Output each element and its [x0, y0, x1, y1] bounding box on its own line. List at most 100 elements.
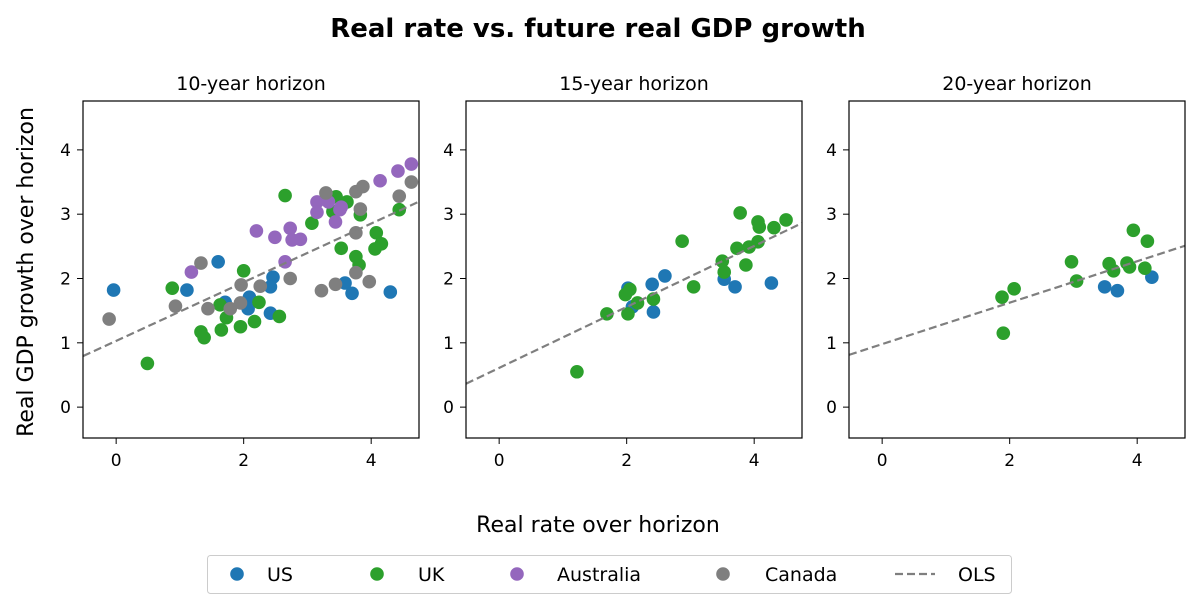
point-canada — [201, 301, 215, 316]
plot-area — [466, 206, 802, 385]
point-canada — [319, 186, 333, 200]
legend-item-us: US — [230, 564, 293, 586]
legend-marker — [230, 567, 244, 581]
point-uk — [996, 326, 1011, 340]
point-canada — [362, 274, 377, 289]
y-tick-label: 0 — [443, 398, 454, 418]
point-uk — [717, 265, 732, 279]
point-australia — [310, 205, 324, 220]
point-canada — [404, 175, 419, 189]
x-tick-label: 4 — [1132, 451, 1143, 471]
panel-title: 10-year horizon — [176, 73, 326, 95]
point-us — [383, 285, 398, 299]
x-tick-label: 0 — [111, 451, 122, 471]
panel-2: 15-year horizon 0 2 4 0 1 2 3 4 — [443, 73, 803, 471]
point-uk — [165, 281, 180, 295]
panel-title: 15-year horizon — [559, 73, 709, 95]
point-uk — [1140, 234, 1155, 249]
y-tick-label: 3 — [826, 205, 837, 225]
y-tick-label: 1 — [443, 334, 454, 354]
point-uk — [733, 206, 747, 220]
point-us — [345, 286, 359, 301]
point-uk — [767, 220, 781, 235]
point-us — [180, 283, 194, 297]
legend-item-ols: OLS — [895, 564, 996, 586]
point-uk — [686, 280, 701, 294]
point-canada — [328, 277, 343, 292]
point-uk — [278, 188, 292, 203]
x-axis-label: Real rate over horizon — [476, 513, 720, 538]
point-uk — [570, 364, 584, 379]
ols-line — [849, 244, 1185, 356]
y-tick-label: 0 — [60, 398, 71, 418]
point-canada — [392, 189, 407, 203]
legend: US UK Australia Canada OLS — [207, 555, 1012, 594]
point-canada — [102, 312, 116, 326]
point-uk — [1064, 254, 1079, 269]
point-uk — [305, 216, 319, 230]
point-uk — [752, 220, 767, 234]
point-us — [646, 305, 661, 319]
point-uk — [1007, 281, 1021, 296]
point-us — [1110, 283, 1125, 298]
x-tick-label: 4 — [366, 451, 377, 471]
x-tick-label: 0 — [877, 451, 888, 471]
point-us — [764, 276, 779, 290]
y-tick-label: 1 — [826, 334, 837, 354]
y-axis-label: Real GDP growth over horizon — [14, 107, 39, 437]
point-australia — [184, 265, 199, 279]
point-us — [263, 280, 278, 294]
point-canada — [349, 265, 363, 280]
point-uk — [369, 226, 384, 240]
y-tick-label: 2 — [60, 270, 71, 290]
point-australia — [293, 232, 308, 247]
legend-item-australia: Australia — [510, 564, 641, 586]
panel-title: 20-year horizon — [942, 73, 1092, 95]
point-australia — [268, 230, 282, 245]
panel-frame — [465, 100, 803, 439]
x-tick-label: 2 — [621, 451, 632, 471]
point-uk — [252, 295, 266, 310]
point-australia — [391, 164, 405, 178]
panel-3: 20-year horizon 0 2 4 0 1 2 3 4 — [826, 73, 1186, 471]
legend-frame — [207, 555, 1012, 594]
point-australia — [404, 157, 419, 171]
point-canada — [314, 283, 329, 298]
point-uk — [1106, 263, 1121, 278]
point-uk — [1069, 274, 1084, 288]
plot-area — [83, 157, 419, 371]
y-tick-label: 3 — [443, 205, 454, 225]
ols-line — [83, 200, 419, 358]
point-us — [728, 280, 742, 294]
point-uk — [197, 330, 211, 345]
point-uk — [1138, 261, 1152, 276]
point-uk — [213, 298, 227, 312]
y-tick-label: 1 — [60, 334, 71, 354]
point-uk — [779, 213, 793, 227]
point-canada — [168, 299, 183, 313]
point-uk — [233, 319, 248, 334]
point-canada — [356, 179, 370, 194]
legend-marker — [370, 567, 384, 581]
point-uk — [621, 307, 635, 321]
x-tick-label: 4 — [749, 451, 760, 471]
point-uk — [247, 314, 262, 329]
point-uk — [334, 241, 349, 256]
point-canada — [283, 271, 298, 286]
y-tick-label: 2 — [826, 270, 837, 290]
x-tick-label: 0 — [494, 451, 505, 471]
point-uk — [214, 323, 229, 337]
point-canada — [253, 279, 268, 294]
point-uk — [739, 258, 753, 272]
point-us — [106, 283, 121, 297]
point-uk — [715, 254, 730, 268]
legend-marker — [716, 567, 730, 581]
point-us — [211, 254, 225, 269]
point-us — [645, 277, 659, 292]
y-tick-label: 4 — [443, 141, 454, 161]
point-uk — [1126, 223, 1141, 238]
point-australia — [249, 224, 264, 238]
point-uk — [236, 263, 251, 278]
legend-item-uk: UK — [370, 564, 445, 586]
